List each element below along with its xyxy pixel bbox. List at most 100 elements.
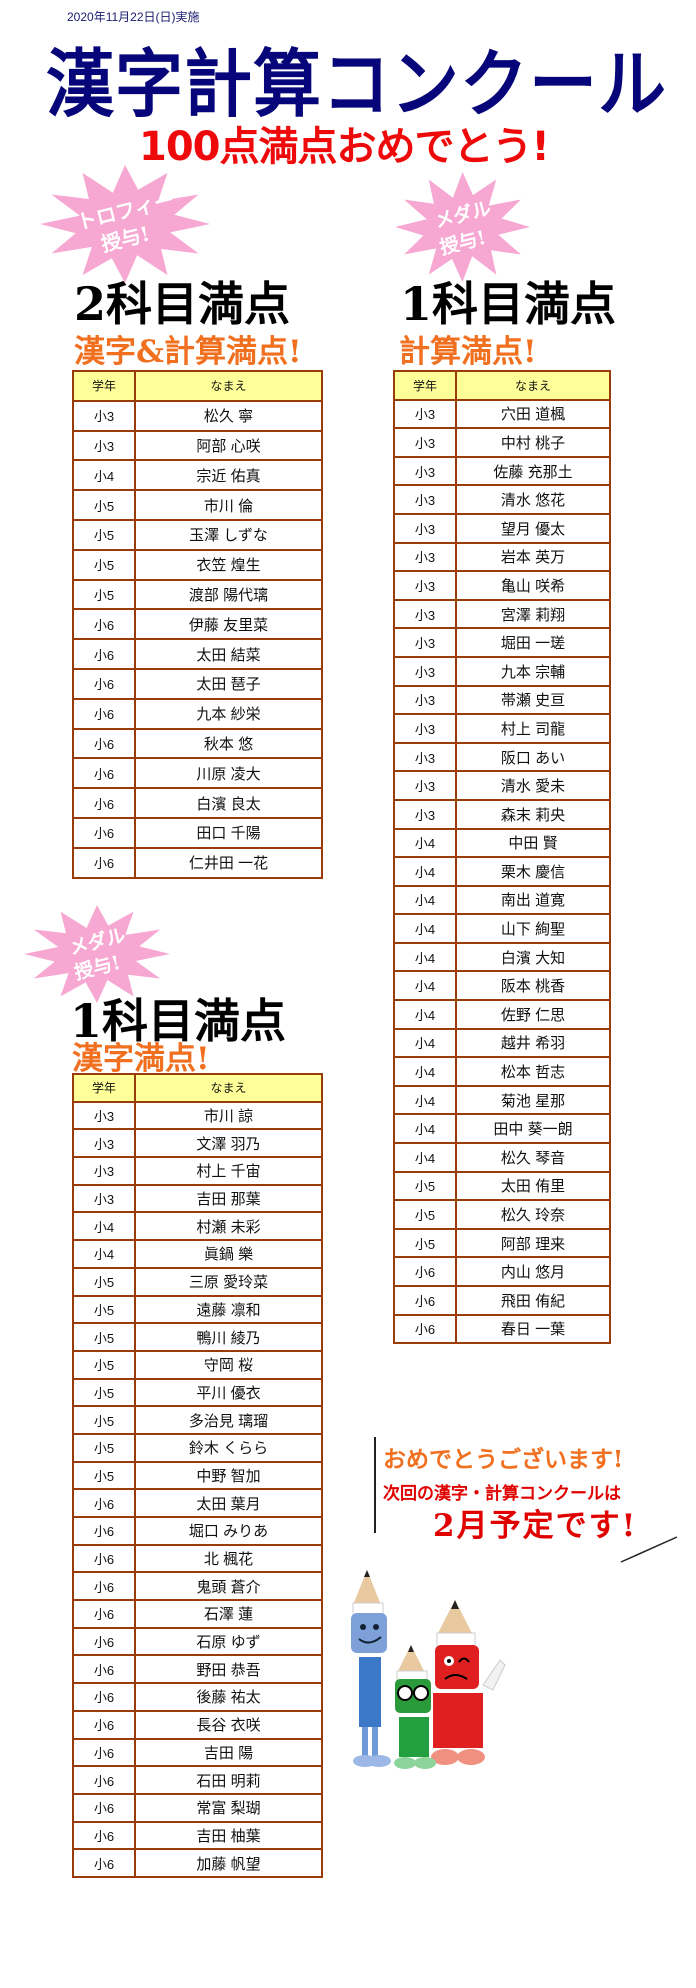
name-cell: 川原 凌大	[134, 757, 323, 790]
table-row: 小5 市川 倫	[72, 489, 323, 521]
header-grade: 学年	[393, 370, 457, 401]
grade-cell: 小5	[72, 1322, 136, 1352]
table-row: 小3 堀田 一瑳	[393, 627, 611, 658]
table-row: 小6 太田 結菜	[72, 638, 323, 670]
grade-cell: 小6	[72, 667, 136, 700]
blue-pencil-mascot	[351, 1570, 391, 1767]
message-divider	[374, 1437, 376, 1533]
grade-cell: 小3	[393, 570, 457, 601]
table-row: 小3 九本 宗輔	[393, 655, 611, 687]
name-cell: 中田 賢	[455, 827, 611, 859]
header-grade: 学年	[72, 370, 136, 402]
grade-cell: 小6	[72, 1543, 136, 1574]
section-heading: 1科目満点	[70, 994, 287, 1048]
grade-cell: 小4	[72, 459, 136, 492]
starburst-shape	[24, 905, 170, 1003]
grade-cell: 小3	[393, 398, 457, 430]
grade-cell: 小3	[393, 484, 457, 515]
table-row: 小6 北 楓花	[72, 1543, 323, 1574]
table-row: 小3 亀山 咲希	[393, 570, 611, 601]
header-name: なまえ	[455, 370, 611, 401]
section-subheading: 漢字満点!	[72, 1041, 210, 1077]
table-row: 小5 渡部 陽代璃	[72, 578, 323, 611]
grade-cell: 小5	[72, 578, 136, 611]
red-pencil-mascot	[431, 1600, 506, 1765]
grade-cell: 小6	[72, 757, 136, 790]
grade-cell: 小4	[393, 884, 457, 916]
name-cell: 帯瀬 史亘	[455, 684, 611, 716]
name-cell: 九本 紗栄	[134, 697, 323, 730]
grade-cell: 小6	[72, 1709, 136, 1740]
grade-cell: 小3	[72, 1156, 136, 1186]
table-row: 小4 松本 哲志	[393, 1056, 611, 1087]
grade-cell: 小4	[72, 1211, 136, 1242]
grade-cell: 小3	[393, 798, 457, 830]
grade-cell: 小4	[393, 1113, 457, 1145]
grade-cell: 小6	[72, 1488, 136, 1518]
table-row: 小6 白濱 良太	[72, 787, 323, 819]
grade-cell: 小6	[72, 1820, 136, 1851]
name-cell: 太田 結菜	[134, 638, 323, 670]
table-row: 小5 遠藤 凛和	[72, 1294, 323, 1325]
name-cell: 白濱 大知	[455, 941, 611, 973]
table-row: 小5 太田 侑里	[393, 1170, 611, 1202]
grade-cell: 小4	[72, 1239, 136, 1269]
grade-cell: 小5	[72, 518, 136, 551]
grade-cell: 小6	[393, 1313, 457, 1345]
table-row: 小5 守岡 桜	[72, 1349, 323, 1380]
name-cell: 堀田 一瑳	[455, 627, 611, 658]
table-row: 小3 穴田 道楓	[393, 398, 611, 430]
congratulations-text: おめでとうございます!	[383, 1446, 624, 1473]
grade-cell: 小3	[393, 684, 457, 716]
name-cell: 鬼頭 蒼介	[134, 1571, 323, 1602]
table-row: 小4 村瀬 未彩	[72, 1211, 323, 1242]
name-cell: 仁井田 一花	[134, 846, 323, 879]
header-name: なまえ	[134, 370, 323, 402]
grade-cell: 小5	[72, 1432, 136, 1463]
table-row: 小5 阿部 理来	[393, 1227, 611, 1259]
name-cell: 太田 琶子	[134, 667, 323, 700]
grade-cell: 小6	[72, 1571, 136, 1602]
name-cell: 菊池 星那	[455, 1084, 611, 1116]
table-row: 小4 宗近 佑真	[72, 459, 323, 492]
table-row: 小3 帯瀬 史亘	[393, 684, 611, 716]
table-row: 小6 吉田 陽	[72, 1737, 323, 1768]
name-cell: 阪口 あい	[455, 741, 611, 773]
name-cell: 清水 愛未	[455, 770, 611, 801]
name-cell: 吉田 陽	[134, 1737, 323, 1768]
table-row: 小6 太田 琶子	[72, 667, 323, 700]
message-divider-diagonal	[620, 1536, 678, 1563]
grade-cell: 小3	[72, 1183, 136, 1214]
name-cell: 宮澤 莉翔	[455, 598, 611, 630]
name-cell: 多治見 璃瑠	[134, 1405, 323, 1435]
name-cell: 阿部 理来	[455, 1227, 611, 1259]
name-cell: 伊藤 友里菜	[134, 608, 323, 641]
name-cell: 九本 宗輔	[455, 655, 611, 687]
name-cell: 栗木 慶信	[455, 856, 611, 887]
table-header-row: 学年 なまえ	[72, 1073, 323, 1103]
table-row: 小3 市川 諒	[72, 1100, 323, 1131]
table-row: 小5 中野 智加	[72, 1460, 323, 1491]
name-cell: 清水 悠花	[455, 484, 611, 515]
name-cell: 穴田 道楓	[455, 398, 611, 430]
section-subheading: 計算満点!	[399, 334, 537, 370]
name-cell: 吉田 那葉	[134, 1183, 323, 1214]
grade-cell: 小6	[72, 1626, 136, 1657]
table-row: 小6 石澤 蓮	[72, 1599, 323, 1629]
name-cell: 越井 希羽	[455, 1027, 611, 1059]
grade-cell: 小6	[393, 1285, 457, 1316]
grade-cell: 小6	[72, 1599, 136, 1629]
table-row: 小3 佐藤 充那土	[393, 455, 611, 487]
grade-cell: 小4	[393, 1027, 457, 1059]
table-row: 小4 山下 絢聖	[393, 913, 611, 944]
name-cell: 岩本 英万	[455, 541, 611, 573]
next-contest-month: 2月予定です!	[433, 1508, 638, 1544]
table-row: 小3 松久 寧	[72, 399, 323, 432]
table-row: 小4 白濱 大知	[393, 941, 611, 973]
table-row: 小4 中田 賢	[393, 827, 611, 859]
name-cell: 村上 司龍	[455, 713, 611, 744]
table-row: 小4 越井 希羽	[393, 1027, 611, 1059]
table-row: 小3 中村 桃子	[393, 427, 611, 458]
grade-cell: 小3	[393, 541, 457, 573]
name-cell: 太田 葉月	[134, 1488, 323, 1518]
